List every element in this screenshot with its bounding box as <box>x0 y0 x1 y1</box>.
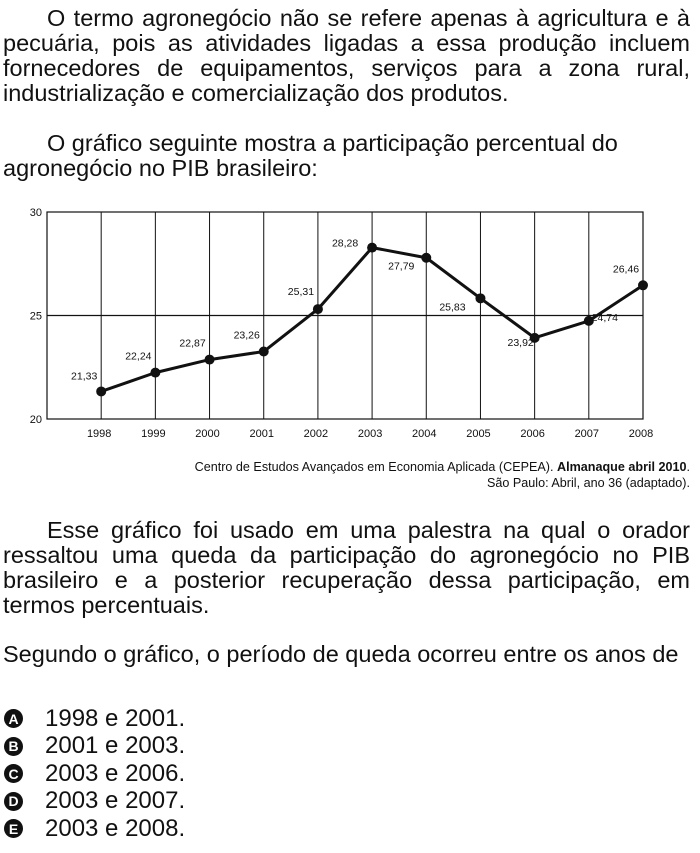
x-tick-label: 2006 <box>520 428 544 440</box>
x-tick-label: 2002 <box>304 428 328 440</box>
option-text: 1998 e 2001. <box>45 704 186 732</box>
data-label: 23,92 <box>507 337 533 349</box>
data-label: 22,87 <box>179 338 205 350</box>
y-tick-label: 30 <box>30 207 42 219</box>
source-end: . <box>686 460 691 474</box>
chart-series <box>96 242 648 397</box>
x-tick-label: 1999 <box>141 428 165 440</box>
line-chart: 20 25 30 1998 1999 2000 2001 2002 2003 2004 2005 2… <box>30 207 653 440</box>
intro-paragraph-2: O gráfico seguinte mostra a participação… <box>3 130 618 181</box>
data-point <box>258 346 269 357</box>
source-text: Centro de Estudos Avançados em Economia … <box>194 460 554 474</box>
data-point <box>583 315 594 326</box>
question-prompt: Segundo o gráfico, o período de queda oc… <box>3 641 679 667</box>
data-point <box>204 354 215 365</box>
option-d[interactable]: D 2003 e 2007. <box>4 787 186 816</box>
data-point <box>96 386 107 397</box>
x-tick-label: 2004 <box>412 428 436 440</box>
question-paragraph: Esse gráfico foi usado em uma palestra n… <box>3 517 690 618</box>
data-label: 28,28 <box>332 238 358 250</box>
option-text: 2003 e 2007. <box>45 787 186 815</box>
data-label: 22,24 <box>125 351 151 363</box>
option-letter: A <box>4 709 23 729</box>
x-tick-label: 1998 <box>87 428 111 440</box>
data-point <box>367 242 378 253</box>
option-letter: B <box>4 736 23 756</box>
data-label: 27,79 <box>388 261 414 273</box>
x-tick-label: 2008 <box>629 428 653 440</box>
data-point <box>312 304 323 315</box>
option-c[interactable]: C 2003 e 2006. <box>4 760 185 788</box>
option-a[interactable]: A 1998 e 2001. <box>4 705 185 733</box>
option-letter: D <box>4 791 23 811</box>
data-point <box>421 252 432 263</box>
option-letter: C <box>4 764 23 784</box>
x-tick-label: 2001 <box>249 428 273 440</box>
data-point <box>150 367 161 378</box>
chart-grid <box>46 211 644 420</box>
data-label: 21,33 <box>71 370 97 382</box>
answer-options: A 1998 e 2001. B 2001 e 2003. C 2003 e 2006… <box>4 705 185 843</box>
data-labels: 21,33 22,24 22,87 23,26 25,31 28,28 27,79 25,83… <box>71 238 639 383</box>
x-tick-label: 2005 <box>466 428 490 440</box>
option-b[interactable]: B 2001 e 2003. <box>4 732 186 761</box>
data-label: 23,26 <box>234 330 260 342</box>
data-label: 25,31 <box>288 286 314 298</box>
option-text: 2003 e 2006. <box>45 759 186 787</box>
x-axis-ticks: 1998 1999 2000 2001 2002 2003 2004 2005 2006 2007… <box>87 428 653 440</box>
data-label: 26,46 <box>613 263 639 275</box>
option-text: 2003 e 2008. <box>45 814 186 842</box>
data-point <box>638 280 648 291</box>
option-e[interactable]: E 2003 e 2008. <box>4 815 185 843</box>
data-label: 25,83 <box>439 301 465 313</box>
y-tick-label: 20 <box>30 414 42 426</box>
source-line-2: São Paulo: Abril, ano 36 (adaptado). <box>486 476 690 490</box>
source-citation: Centro de Estudos Avançados em Economia … <box>195 459 690 491</box>
option-letter: E <box>4 819 23 839</box>
source-title: Almanaque abril 2010 <box>557 460 687 474</box>
x-tick-label: 2007 <box>575 428 599 440</box>
y-axis-ticks: 20 25 30 <box>30 207 42 426</box>
data-label: 24,74 <box>592 312 618 324</box>
data-point <box>475 293 486 304</box>
x-tick-label: 2000 <box>195 428 219 440</box>
data-point <box>529 332 540 343</box>
option-text: 2001 e 2003. <box>45 732 186 760</box>
intro-paragraph-1: O termo agronegócio não se refere apenas… <box>3 5 690 106</box>
x-tick-label: 2003 <box>358 428 382 440</box>
y-tick-label: 25 <box>30 311 42 323</box>
